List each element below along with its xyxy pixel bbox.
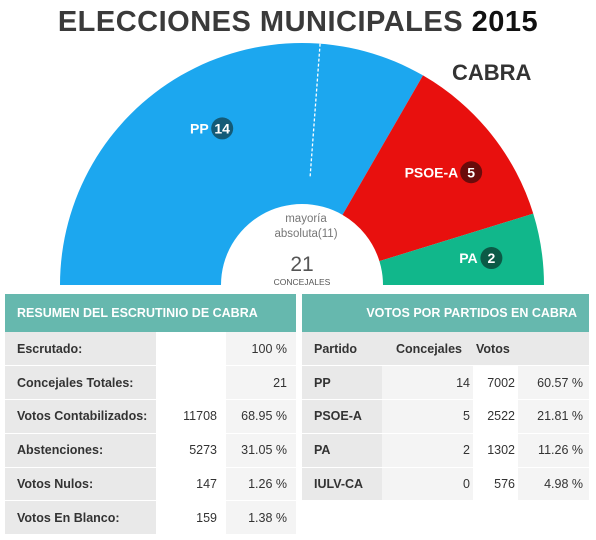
- seat-count-value: 2: [488, 250, 496, 266]
- party-votes: 576: [473, 467, 518, 502]
- summary-label: Votos Contabilizados:: [5, 399, 156, 434]
- seat-arc-pa: [379, 213, 544, 285]
- party-percent: 60.57 %: [518, 365, 589, 401]
- summary-value: 11708: [156, 399, 226, 434]
- votes-table: Partido Concejales Votos PP 14 7002 60.57 %…: [302, 332, 589, 502]
- votes-header-row: Partido Concejales Votos: [302, 332, 589, 367]
- summary-row: Escrutado: 100 %: [5, 332, 296, 367]
- summary-label: Abstenciones:: [5, 433, 156, 468]
- party-row: PSOE-A 5 2522 21.81 %: [302, 399, 589, 434]
- majority-label: absoluta(11): [274, 228, 337, 240]
- party-name: IULV-CA: [302, 467, 382, 502]
- votes-title: VOTOS POR PARTIDOS EN CABRA: [302, 294, 589, 332]
- party-seats: 5: [382, 399, 473, 434]
- title-year: 2015: [471, 6, 539, 38]
- summary-label: Votos Nulos:: [5, 467, 156, 502]
- summary-row: Votos En Blanco: 159 1.38 %: [5, 500, 296, 536]
- total-seats: 21: [290, 253, 313, 276]
- party-votes: 2522: [473, 399, 518, 434]
- summary-percent: 68.95 %: [226, 399, 296, 434]
- party-row: IULV-CA 0 576 4.98 %: [302, 467, 589, 502]
- summary-label: Votos En Blanco:: [5, 500, 156, 536]
- page-title: ELECCIONES MUNICIPALES 2015: [0, 6, 596, 39]
- party-label-name: PA: [459, 250, 477, 266]
- party-label-pp: PP 14: [190, 117, 234, 140]
- party-percent: 4.98 %: [518, 467, 589, 502]
- party-votes: 1302: [473, 433, 518, 468]
- party-seats: 14: [382, 365, 473, 401]
- municipality-name: CABRA: [452, 60, 532, 85]
- party-label-name: PSOE-A: [405, 164, 459, 180]
- summary-row: Concejales Totales: 21: [5, 365, 296, 401]
- header-votes: Votos: [473, 332, 589, 367]
- hemicycle-chart: PP 14 PSOE-A 5 PA 2 mayoría absoluta(11) 21CONCE…: [60, 42, 544, 287]
- party-votes: 7002: [473, 365, 518, 401]
- party-label-psoe-a: PSOE-A 5: [405, 161, 483, 184]
- seat-count-value: 14: [214, 120, 230, 136]
- seat-count-badge: [211, 117, 234, 140]
- summary-percent: 1.38 %: [226, 500, 296, 536]
- summary-label: Escrutado:: [5, 332, 156, 367]
- party-percent: 21.81 %: [518, 399, 589, 434]
- summary-value: 159: [156, 500, 226, 536]
- total-seats-label: CONCEJALES: [274, 277, 331, 287]
- party-row: PP 14 7002 60.57 %: [302, 365, 589, 401]
- party-row: PA 2 1302 11.26 %: [302, 433, 589, 468]
- title-text: ELECCIONES MUNICIPALES: [57, 6, 464, 38]
- summary-percent: 1.26 %: [226, 467, 296, 502]
- summary-percent: 21: [226, 365, 296, 401]
- header-seats: Concejales: [382, 332, 473, 367]
- seat-count-value: 5: [467, 164, 475, 180]
- party-name: PA: [302, 433, 382, 468]
- party-percent: 11.26 %: [518, 433, 589, 468]
- summary-row: Votos Contabilizados: 11708 68.95 %: [5, 399, 296, 434]
- summary-value: [156, 332, 226, 367]
- party-label-name: PP: [190, 120, 209, 136]
- majority-line: [309, 43, 321, 177]
- votes-rows: PP 14 7002 60.57 % PSOE-A 5 2522 21.81 % PA 2 1302…: [302, 365, 589, 502]
- votes-panel: VOTOS POR PARTIDOS EN CABRA Partido Conc…: [302, 294, 589, 502]
- seat-arc-psoe-a: [342, 75, 534, 262]
- header-party: Partido: [302, 332, 382, 367]
- party-seats: 0: [382, 467, 473, 502]
- summary-value: 5273: [156, 433, 226, 468]
- summary-row: Abstenciones: 5273 31.05 %: [5, 433, 296, 468]
- summary-label: Concejales Totales:: [5, 365, 156, 401]
- summary-table: Escrutado: 100 % Concejales Totales: 21 Voto…: [5, 332, 296, 536]
- party-name: PP: [302, 365, 382, 401]
- majority-label: mayoría: [285, 213, 327, 225]
- summary-panel: RESUMEN DEL ESCRUTINIO DE CABRA Escrutad…: [5, 294, 296, 536]
- summary-title: RESUMEN DEL ESCRUTINIO DE CABRA: [5, 294, 296, 332]
- seat-count-badge: [460, 161, 483, 184]
- party-name: PSOE-A: [302, 399, 382, 434]
- summary-rows: Escrutado: 100 % Concejales Totales: 21 Voto…: [5, 332, 296, 536]
- summary-value: [156, 365, 226, 401]
- summary-percent: 31.05 %: [226, 433, 296, 468]
- summary-value: 147: [156, 467, 226, 502]
- seat-count-badge: [480, 247, 503, 270]
- party-label-pa: PA 2: [459, 247, 503, 270]
- seat-arc-pp: [60, 42, 423, 285]
- party-seats: 2: [382, 433, 473, 468]
- summary-percent: 100 %: [226, 332, 296, 367]
- summary-row: Votos Nulos: 147 1.26 %: [5, 467, 296, 502]
